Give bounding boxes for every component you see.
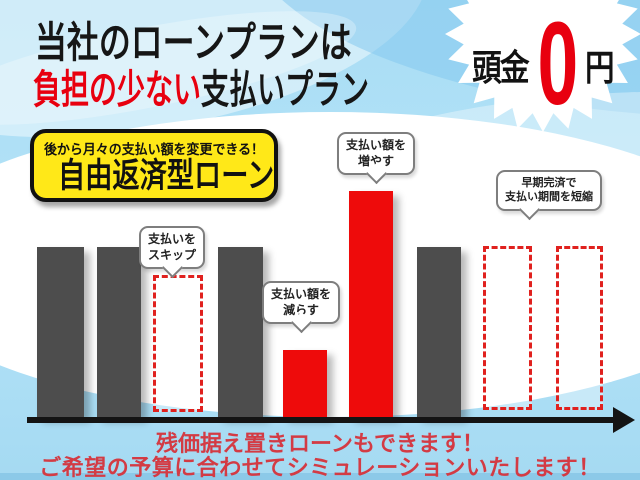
downpayment-label: 頭金 (472, 47, 529, 88)
callout-text: 増やす (358, 153, 395, 168)
payment-bar-3-skipped (153, 275, 203, 412)
bottom-shade (0, 473, 640, 480)
payment-bar-7 (417, 247, 461, 417)
callout-text: 支払いを (148, 232, 197, 246)
callout-text: 支払い額を (271, 287, 332, 301)
payment-bar-1 (37, 247, 84, 417)
callout-text: 支払い額を (346, 138, 407, 152)
headline-rest: 支払いプラン (201, 68, 369, 112)
badge-subtitle: 後から月々の支払い額を変更できる！ (43, 142, 265, 157)
headline-line2: 負担の少ない支払いプラン (33, 69, 369, 111)
headline-line1: 当社のローンプランは (35, 19, 352, 66)
callout-text: 減らす (283, 302, 319, 317)
footer-note-1: 残価据え置きローンもできます！ (155, 431, 485, 456)
payment-bar-9-future (556, 246, 603, 410)
downpayment-badge: 頭金 0 円 (441, 0, 640, 131)
callout-decrease-payment: 支払い額を 減らす (262, 281, 341, 334)
callout-text: 早期完済で (521, 177, 577, 189)
free-repayment-badge: 後から月々の支払い額を変更できる！ 自由返済型ローン (30, 129, 278, 202)
callout-early-payoff: 早期完済で 支払い期間を短縮 (496, 170, 602, 220)
timeline-arrowhead-icon (613, 407, 635, 433)
callout-text: 支払い期間を短縮 (505, 191, 593, 204)
badge-title: 自由返済型ローン (58, 157, 275, 195)
payment-bar-4 (218, 247, 263, 417)
downpayment-amount: 0 (537, 0, 579, 131)
payment-bar-8-future (483, 246, 532, 410)
callout-skip-payment: 支払いを スキップ (139, 226, 206, 279)
callout-text: スキップ (148, 247, 197, 262)
payment-bar-6-increased (349, 191, 393, 417)
starburst-shape (445, 0, 640, 132)
payment-bar-5-reduced (283, 350, 327, 417)
callout-increase-payment: 支払い額を 増やす (337, 132, 416, 185)
timeline-axis (27, 417, 615, 423)
footer-note-2: ご希望の予算に合わせてシミュレーションいたします！ (39, 455, 601, 480)
payment-bar-2 (97, 247, 141, 417)
headline-highlight: 負担の少ない (33, 68, 201, 112)
downpayment-unit: 円 (584, 47, 615, 88)
